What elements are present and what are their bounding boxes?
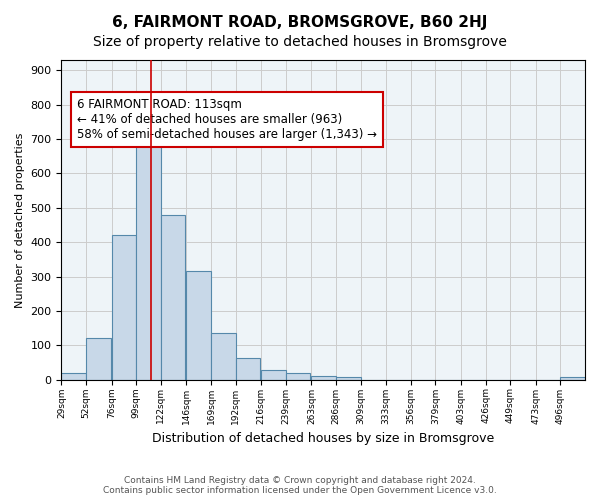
Y-axis label: Number of detached properties: Number of detached properties: [15, 132, 25, 308]
Text: 6 FAIRMONT ROAD: 113sqm
← 41% of detached houses are smaller (963)
58% of semi-d: 6 FAIRMONT ROAD: 113sqm ← 41% of detache…: [77, 98, 377, 142]
Bar: [136, 128, 161, 380]
Bar: [187, 272, 211, 380]
Bar: [311, 376, 336, 380]
Bar: [211, 334, 236, 380]
Bar: [86, 338, 110, 380]
Bar: [336, 377, 361, 380]
X-axis label: Distribution of detached houses by size in Bromsgrove: Distribution of detached houses by size …: [152, 432, 494, 445]
Bar: [61, 373, 86, 380]
Text: Contains HM Land Registry data © Crown copyright and database right 2024.
Contai: Contains HM Land Registry data © Crown c…: [103, 476, 497, 495]
Text: Size of property relative to detached houses in Bromsgrove: Size of property relative to detached ho…: [93, 35, 507, 49]
Bar: [112, 236, 136, 380]
Bar: [261, 370, 286, 380]
Bar: [161, 214, 185, 380]
Bar: [236, 358, 260, 380]
Bar: [286, 373, 310, 380]
Bar: [560, 377, 585, 380]
Text: 6, FAIRMONT ROAD, BROMSGROVE, B60 2HJ: 6, FAIRMONT ROAD, BROMSGROVE, B60 2HJ: [112, 15, 488, 30]
